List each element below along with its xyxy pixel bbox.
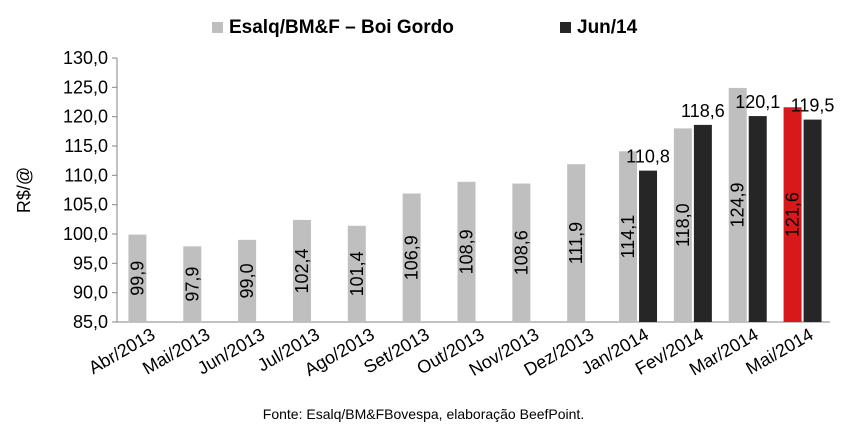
legend-label: Esalq/BM&F – Boi Gordo — [229, 17, 454, 38]
bar-esalq — [673, 128, 692, 322]
bar-jun14 — [803, 119, 822, 322]
data-label: 121,6 — [783, 192, 803, 237]
bar-jun14 — [748, 116, 767, 322]
bar-esalq — [402, 193, 421, 322]
source-note: Fonte: Esalq/BM&FBovespa, elaboração Bee… — [262, 406, 585, 422]
legend-label: Jun/14 — [577, 17, 638, 38]
bar-esalq — [619, 151, 638, 322]
y-tick-label: 125,0 — [63, 77, 108, 97]
data-label: 114,1 — [618, 215, 638, 259]
bar-esalq — [183, 246, 202, 322]
y-tick-label: 85,0 — [73, 312, 108, 332]
y-tick-label: 90,0 — [73, 283, 108, 303]
data-label: 108,9 — [457, 229, 477, 274]
y-tick-label: 100,0 — [63, 224, 108, 244]
data-label: 102,4 — [292, 248, 312, 293]
data-label: 101,4 — [347, 251, 367, 296]
y-tick-label: 120,0 — [63, 107, 108, 127]
data-label: 97,9 — [182, 267, 202, 302]
data-label: 120,1 — [735, 92, 780, 112]
legend-swatch — [212, 22, 223, 33]
data-label: 106,9 — [402, 235, 422, 280]
bar-esalq — [347, 225, 366, 322]
bar-jun14 — [639, 170, 658, 322]
data-label: 124,9 — [728, 182, 748, 227]
y-tick-label: 95,0 — [73, 253, 108, 273]
data-label: 118,6 — [681, 101, 725, 121]
bar-esalq — [728, 87, 747, 322]
bar-jun14 — [693, 124, 712, 322]
data-label: 99,9 — [127, 261, 147, 296]
legend-swatch — [560, 22, 571, 33]
bar-chart: Esalq/BM&F – Boi Gordo Jun/14 85,0 90,0 95,… — [14, 17, 835, 380]
data-label: 108,6 — [511, 230, 531, 275]
y-tick-label: 105,0 — [63, 195, 108, 215]
bar-esalq — [128, 234, 147, 322]
bar-esalq — [512, 183, 531, 322]
bar-esalq — [567, 164, 586, 322]
y-tick-label: 110,0 — [64, 165, 108, 185]
data-label: 119,5 — [791, 96, 835, 116]
y-axis-label: R$/@ — [14, 167, 34, 213]
x-axis: Abr/2013Mai/2013Jun/2013Jul/2013Ago/2013… — [85, 324, 816, 380]
bars: 99,9 97,9 99,0 102,4 101,4 106,9 108,9 108,6 111… — [127, 87, 835, 322]
bar-esalq — [238, 239, 257, 322]
y-tick-label: 115,0 — [64, 136, 108, 156]
legend: Esalq/BM&F – Boi Gordo Jun/14 — [212, 17, 638, 38]
data-label: 111,9 — [566, 222, 586, 264]
bar-esalq — [783, 107, 802, 322]
data-label: 110,8 — [626, 147, 670, 167]
data-label: 118,0 — [673, 203, 693, 247]
bar-esalq — [457, 181, 476, 322]
y-tick-label: 130,0 — [63, 48, 108, 68]
data-label: 99,0 — [237, 263, 257, 298]
y-axis: 85,0 90,0 95,0 100,0 105,0 110,0 115,0 120,0 125… — [63, 48, 830, 332]
bar-esalq — [292, 219, 311, 322]
